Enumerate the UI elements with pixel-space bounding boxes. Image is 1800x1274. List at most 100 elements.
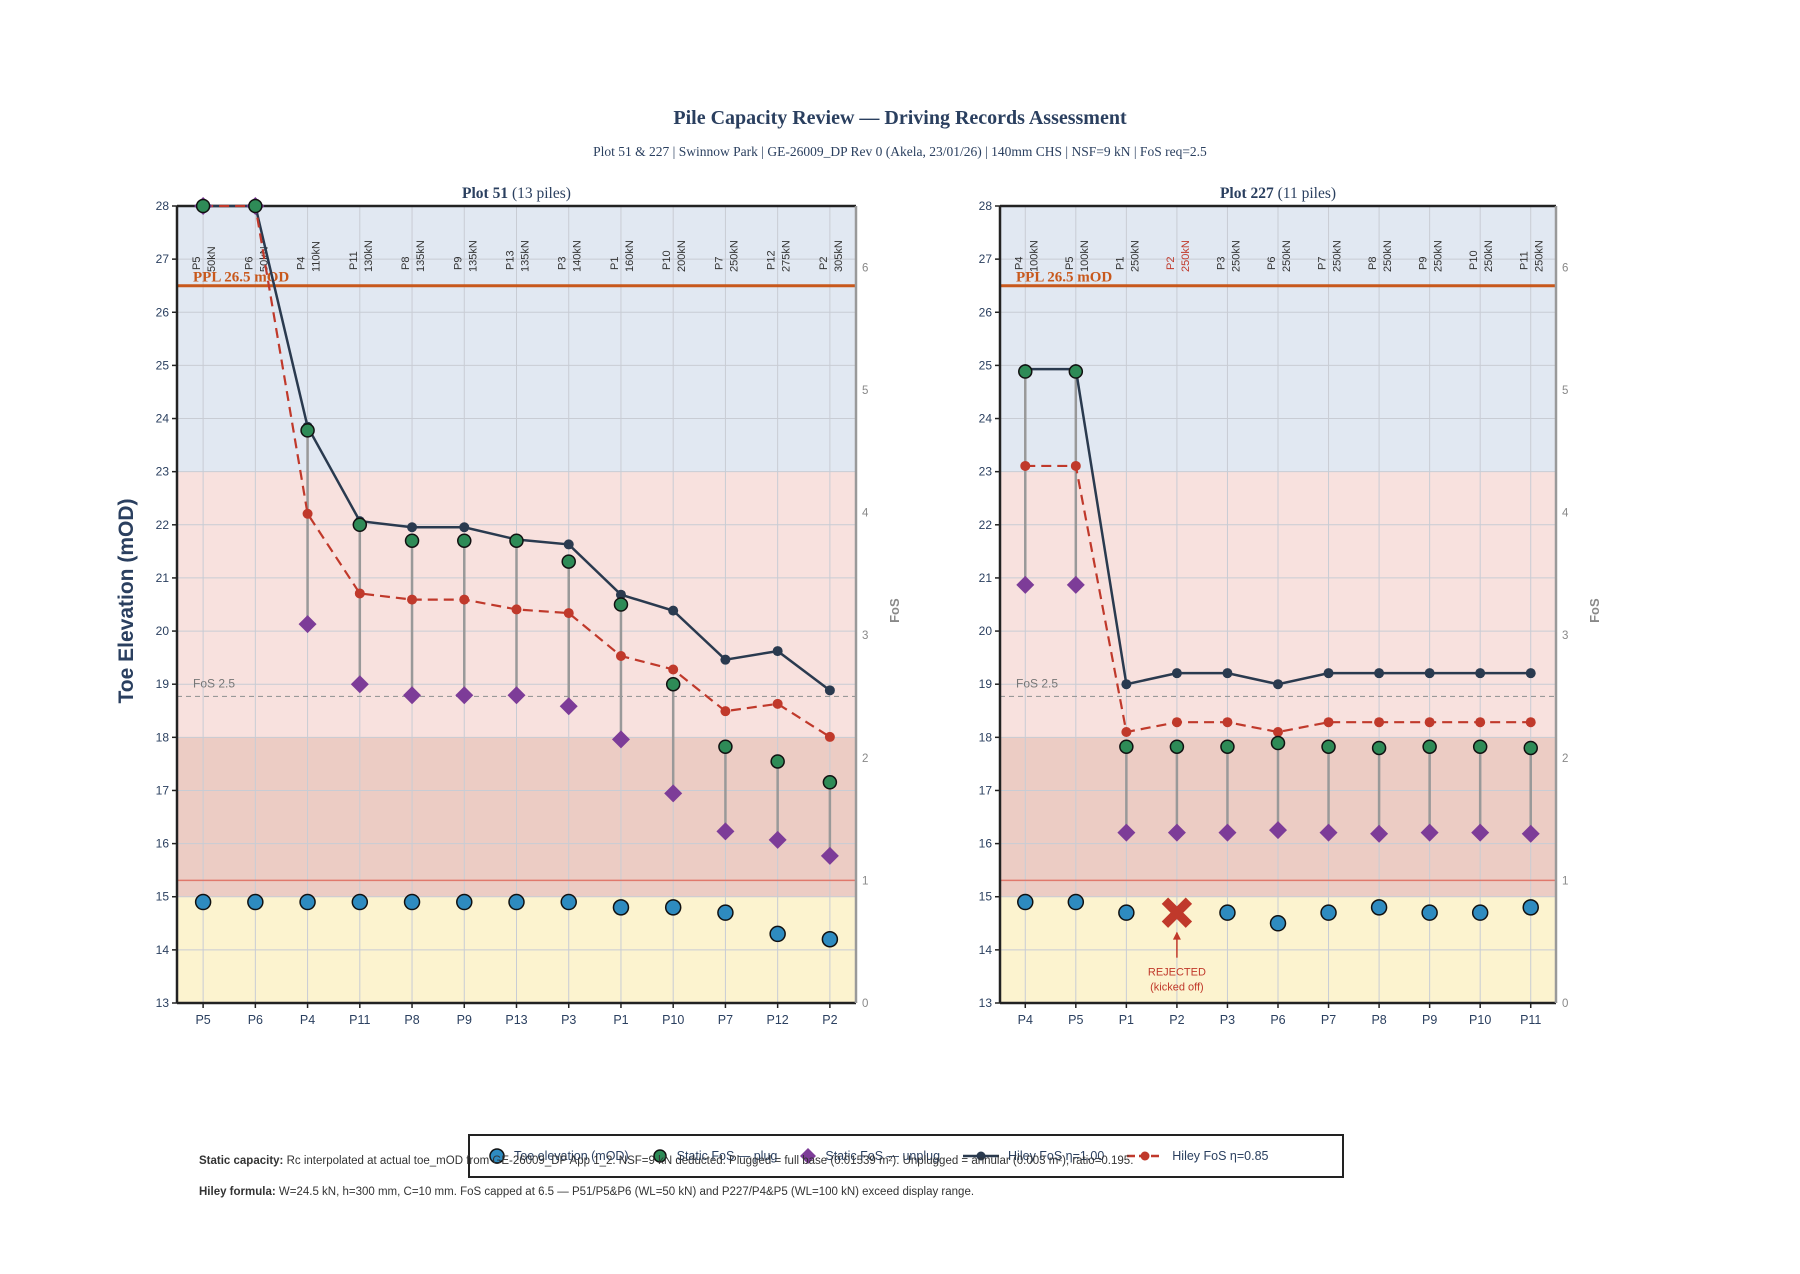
static-unplug-point [1269,821,1287,840]
y-tick-label: 24 [979,412,993,426]
hiley-100-point [668,605,679,616]
toe-elevation-point [247,893,264,911]
y2-axis-label: FoS [887,598,902,623]
hiley-100-point [563,539,574,550]
hiley-085-point [668,664,679,675]
legend-marker-toe [489,1148,505,1164]
panel-title: Plot 51 (13 piles) [462,185,571,202]
y-tick-label: 24 [156,412,170,426]
top-load-label: 135kN [415,240,427,272]
x-tick-label: P12 [767,1013,789,1027]
static-unplug-point [1370,824,1389,843]
y2-tick-label: 3 [862,630,868,642]
toe-elevation-point [769,925,786,943]
static-plug-point [822,775,838,790]
top-pile-label: P11 [348,251,360,270]
legend-item-static-plug[interactable]: Static FoS — plug [651,1147,778,1165]
legend-item-toe[interactable]: Toe elevation (mOD) [488,1147,629,1165]
static-unplug-point [664,784,683,803]
top-pile-label: P8 [1367,257,1379,270]
toe-elevation-point [1067,893,1085,911]
y-tick-label: 14 [156,943,170,957]
static-plug-point [1018,364,1033,379]
y2-tick-label: 4 [1562,508,1569,520]
toe-elevation-point [1370,899,1388,916]
static-unplug-point [611,730,630,749]
hiley-085-point [459,594,470,605]
hiley-100-point [1121,679,1132,690]
x-tick-label: P2 [822,1013,837,1027]
top-load-label: 140kN [572,240,584,272]
x-tick-label: P8 [404,1013,419,1027]
top-load-label: 135kN [520,240,532,272]
static-unplug-point [1420,823,1439,842]
y-tick-label: 15 [979,890,993,904]
y-tick-label: 28 [979,199,993,213]
top-load-label: 160kN [624,240,636,272]
top-pile-label: P5 [1064,257,1076,270]
static-plug-point [613,597,629,612]
top-load-label: 50kN [206,246,218,272]
top-pile-label: P5 [191,257,203,270]
hiley-100-point [1222,668,1233,679]
legend-item-hiley-100[interactable]: Hiley FoS η=1.00 [962,1147,1104,1165]
y-tick-label: 13 [156,996,170,1010]
y2-tick-label: 0 [862,998,868,1010]
y-tick-label: 19 [156,677,170,691]
hiley-100-point [459,522,470,533]
hiley-100-point [1525,668,1536,679]
static-plug-point [352,517,368,533]
y-tick-label: 23 [979,465,993,479]
panel-title-name: Plot 51 [462,185,512,202]
rejected-arrow-head [1172,931,1181,940]
top-pile-label: P6 [243,257,255,270]
x-tick-label: P10 [662,1013,684,1027]
static-plug-point [195,198,211,214]
y-tick-label: 21 [156,571,170,585]
toe-elevation-point [1421,904,1438,921]
legend-item-hiley-085[interactable]: Hiley FoS η=0.85 [1126,1147,1269,1165]
x-tick-label: P4 [300,1013,315,1027]
toe-elevation-point [508,893,525,911]
x-tick-label: P3 [1220,1013,1235,1027]
y-tick-label: 21 [979,571,993,585]
y-tick-label: 25 [156,358,170,372]
hiley-085-point [302,508,313,519]
static-plug-point [718,739,733,754]
top-pile-label: P10 [661,250,673,270]
legend-marker-static-unplug [800,1148,817,1164]
static-plug-point [1472,739,1488,754]
y-axis-label: Toe Elevation (mOD) [115,499,138,704]
note-hiley-formula: Hiley formula: W=24.5 kN, h=300 mm, C=10… [199,1186,974,1198]
static-unplug-point [820,846,839,865]
hiley-100-point [407,522,418,533]
hiley-100-point [1323,668,1334,679]
y-tick-label: 15 [156,890,170,904]
legend-item-static-unplug[interactable]: Static FoS — unplug [799,1147,940,1165]
x-tick-label: P1 [1119,1013,1134,1027]
toe-elevation-point [821,930,839,948]
y-tick-label: 18 [156,730,170,744]
y-tick-label: 18 [979,730,993,744]
top-load-label: 250kN [1483,240,1495,272]
legend-label-static-plug: Static FoS — plug [676,1149,778,1163]
hiley-100-point [1171,668,1182,679]
x-tick-label: P6 [248,1013,263,1027]
static-unplug-point [455,686,474,705]
legend-label-hiley-100: Hiley FoS η=1.00 [1008,1149,1105,1163]
hiley-085-point [1273,727,1283,738]
toe-elevation-point [664,899,682,916]
y2-axis-label: FoS [1587,598,1602,623]
top-load-label: 130kN [363,240,375,272]
fos-required-label: FoS 2.5 [193,676,235,690]
panel-title-count: (11 piles) [1278,185,1336,202]
note-static-label: Static capacity: [199,1155,284,1167]
static-plug-point [665,676,681,692]
toe-elevation-point [403,893,421,911]
y-tick-label: 20 [156,624,170,638]
toe-elevation-point [1118,904,1135,921]
top-pile-label: P2 [1165,257,1177,270]
top-load-label: 250kN [728,240,740,272]
static-unplug-point [716,822,735,841]
